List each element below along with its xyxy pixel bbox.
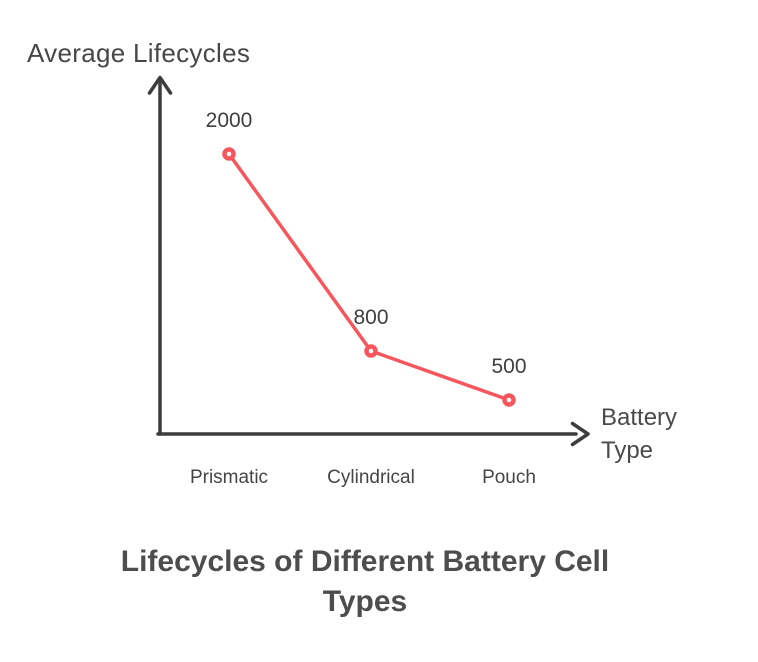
data-label-prismatic: 2000 [205, 109, 253, 132]
category-label-prismatic: Prismatic [189, 467, 269, 488]
category-label-pouch: Pouch [482, 467, 536, 488]
chart-title: Lifecycles of Different Battery Cell Typ… [120, 545, 610, 618]
y-axis-title: Average Lifecycles [27, 38, 251, 68]
data-label-pouch: 500 [491, 355, 527, 378]
x-axis-arrow-icon [570, 421, 590, 447]
x-axis-title: Battery Type [601, 404, 678, 464]
data-point-prismatic [222, 147, 236, 161]
y-axis-arrow-icon [147, 75, 173, 95]
category-label-cylindrical: Cylindrical [327, 467, 415, 488]
data-point-cylindrical [364, 344, 378, 358]
axes [147, 75, 590, 447]
data-point-pouch [502, 393, 516, 407]
data-label-cylindrical: 800 [353, 306, 389, 329]
data-line [227, 152, 511, 402]
